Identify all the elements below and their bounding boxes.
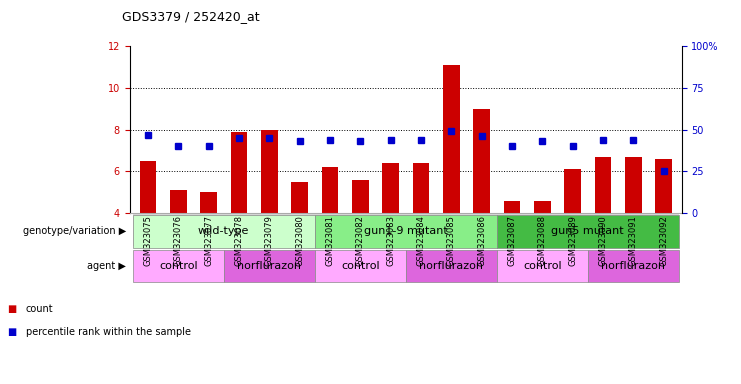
Text: ■: ■ xyxy=(7,304,16,314)
Bar xyxy=(473,109,490,213)
Text: GSM323088: GSM323088 xyxy=(538,215,547,266)
Text: count: count xyxy=(26,304,53,314)
Bar xyxy=(352,180,368,213)
Bar xyxy=(200,192,217,213)
Text: GSM323086: GSM323086 xyxy=(477,215,486,266)
Text: norflurazon: norflurazon xyxy=(601,261,665,271)
Text: norflurazon: norflurazon xyxy=(419,261,483,271)
Text: GSM323081: GSM323081 xyxy=(325,215,334,266)
Text: GSM323089: GSM323089 xyxy=(568,215,577,266)
Text: GSM323082: GSM323082 xyxy=(356,215,365,266)
Bar xyxy=(655,159,672,213)
Text: GSM323091: GSM323091 xyxy=(628,215,638,266)
Text: GSM323075: GSM323075 xyxy=(143,215,153,266)
Text: GSM323078: GSM323078 xyxy=(234,215,243,266)
Bar xyxy=(261,130,278,213)
Bar xyxy=(504,200,520,213)
Bar xyxy=(625,157,642,213)
Text: GSM323083: GSM323083 xyxy=(386,215,395,266)
Text: norflurazon: norflurazon xyxy=(237,261,301,271)
Text: agent ▶: agent ▶ xyxy=(87,261,126,271)
Text: control: control xyxy=(341,261,379,271)
Bar xyxy=(170,190,187,213)
Text: GSM323085: GSM323085 xyxy=(447,215,456,266)
Text: GSM323087: GSM323087 xyxy=(508,215,516,266)
Bar xyxy=(534,200,551,213)
Bar xyxy=(322,167,338,213)
Text: ■: ■ xyxy=(7,327,16,337)
Text: GSM323080: GSM323080 xyxy=(295,215,304,266)
Text: GSM323090: GSM323090 xyxy=(598,215,608,266)
Text: gun1-9 mutant: gun1-9 mutant xyxy=(364,226,448,237)
Bar xyxy=(594,157,611,213)
Text: GSM323076: GSM323076 xyxy=(173,215,183,266)
Text: control: control xyxy=(159,261,198,271)
Text: GDS3379 / 252420_at: GDS3379 / 252420_at xyxy=(122,10,260,23)
Text: wild-type: wild-type xyxy=(198,226,250,237)
Bar xyxy=(443,65,459,213)
Bar xyxy=(564,169,581,213)
Text: gun5 mutant: gun5 mutant xyxy=(551,226,624,237)
Bar xyxy=(230,132,247,213)
Bar xyxy=(382,163,399,213)
Text: percentile rank within the sample: percentile rank within the sample xyxy=(26,327,191,337)
Text: GSM323079: GSM323079 xyxy=(265,215,273,266)
Text: GSM323077: GSM323077 xyxy=(204,215,213,266)
Text: GSM323092: GSM323092 xyxy=(659,215,668,266)
Bar xyxy=(139,161,156,213)
Text: genotype/variation ▶: genotype/variation ▶ xyxy=(23,226,126,237)
Text: GSM323084: GSM323084 xyxy=(416,215,425,266)
Text: control: control xyxy=(523,261,562,271)
Bar xyxy=(291,182,308,213)
Bar xyxy=(413,163,429,213)
